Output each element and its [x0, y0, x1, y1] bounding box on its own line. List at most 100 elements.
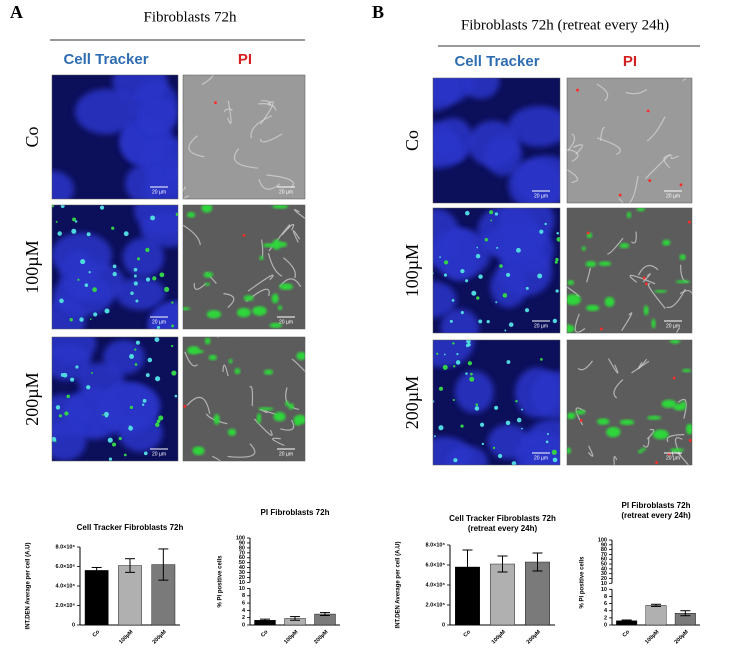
red-dot	[679, 183, 683, 187]
dot	[476, 246, 479, 249]
micrograph-frame	[182, 204, 306, 330]
blob	[252, 306, 267, 316]
dot	[55, 405, 61, 410]
y-tick-label: 60	[239, 555, 245, 561]
scale-bar-label: 20 µm	[279, 189, 293, 195]
dot	[502, 293, 508, 298]
blob	[271, 293, 279, 304]
cell	[530, 371, 560, 419]
micrograph-frame	[51, 204, 179, 330]
dot	[537, 273, 543, 279]
y-tick-label: 10	[601, 581, 607, 587]
micrograph-content	[183, 205, 305, 329]
y-tick-label: 0	[72, 622, 75, 628]
column-header: PI	[238, 51, 252, 68]
cell-edge	[188, 135, 205, 158]
blob	[213, 413, 220, 425]
red-dot	[183, 405, 187, 408]
blob	[208, 354, 217, 361]
dot	[495, 301, 498, 304]
blob	[236, 307, 251, 318]
blob	[203, 271, 214, 278]
dot	[171, 301, 174, 304]
dot	[479, 422, 485, 427]
scale-bar-label: 20 µm	[152, 189, 166, 195]
cell-edge	[233, 148, 259, 169]
dot	[554, 260, 558, 264]
dot	[100, 205, 105, 210]
dot	[486, 320, 490, 324]
cell	[149, 301, 178, 329]
cell-edge	[222, 364, 229, 377]
cell-edge	[599, 127, 606, 141]
cell	[137, 96, 178, 136]
cell-edge	[267, 252, 283, 277]
blob	[192, 446, 205, 456]
red-dot	[642, 276, 646, 280]
panel-title: Fibroblasts 72h	[144, 9, 237, 25]
dot	[545, 440, 549, 444]
dot	[465, 279, 469, 283]
cell	[52, 170, 75, 199]
x-tick-label: 200µM	[152, 629, 169, 646]
dot	[86, 385, 91, 390]
micrograph-bg	[183, 75, 305, 199]
column-header: Cell Tracker	[454, 53, 539, 70]
dot	[133, 281, 138, 286]
micrograph-frame	[432, 339, 561, 466]
micrograph: 20 µm	[566, 77, 693, 204]
dot	[470, 372, 473, 376]
blob	[567, 294, 581, 306]
micrograph-content	[183, 337, 305, 461]
cell-edge	[191, 75, 204, 76]
dot	[88, 271, 91, 274]
dot	[145, 373, 150, 377]
dot	[152, 276, 157, 281]
dot	[478, 274, 483, 279]
cell-edge	[184, 351, 199, 367]
micrograph-frame	[432, 207, 561, 334]
dot	[443, 353, 446, 356]
dot	[439, 256, 441, 259]
y-tick-label: 6	[604, 601, 607, 607]
dot	[64, 411, 69, 416]
dot	[135, 299, 139, 303]
x-tick-label: Co	[463, 629, 473, 639]
micrograph: 20 µm	[182, 204, 306, 330]
x-tick-label: 100µM	[491, 629, 508, 646]
blob	[206, 310, 222, 319]
blob	[204, 282, 211, 287]
micrograph-content	[433, 78, 560, 203]
chart-title: PI Fibroblasts 72h	[261, 508, 330, 517]
blob	[662, 239, 671, 246]
dot	[466, 340, 471, 344]
cell-edge	[572, 144, 584, 155]
dot	[60, 205, 65, 209]
dot	[555, 289, 559, 293]
cell-edge	[292, 230, 301, 243]
scale-bar-label: 20 µm	[279, 451, 293, 457]
dot	[93, 312, 98, 317]
dot	[66, 394, 70, 399]
micrograph-frame	[566, 207, 693, 334]
dot	[171, 324, 175, 328]
y-tick-label: 2	[604, 615, 607, 621]
y-tick-label: 10	[239, 586, 245, 592]
dot	[490, 219, 493, 222]
blob	[272, 205, 289, 209]
cell-edge	[637, 264, 659, 276]
error-bar	[260, 618, 270, 622]
chart-subtitle: (retreat every 24h)	[468, 524, 538, 533]
cell-edge	[587, 445, 594, 457]
cell-edge	[682, 78, 688, 82]
red-dot	[576, 88, 579, 92]
chart-title: Cell Tracker Fibroblasts 72h	[77, 523, 184, 532]
x-tick-label: 100µM	[118, 629, 135, 646]
dot	[438, 425, 444, 431]
dot	[508, 322, 514, 327]
dot	[171, 344, 174, 348]
x-tick-label: Co	[260, 629, 270, 639]
cell-edge	[193, 282, 207, 290]
dot	[143, 451, 148, 456]
dot	[475, 403, 479, 407]
